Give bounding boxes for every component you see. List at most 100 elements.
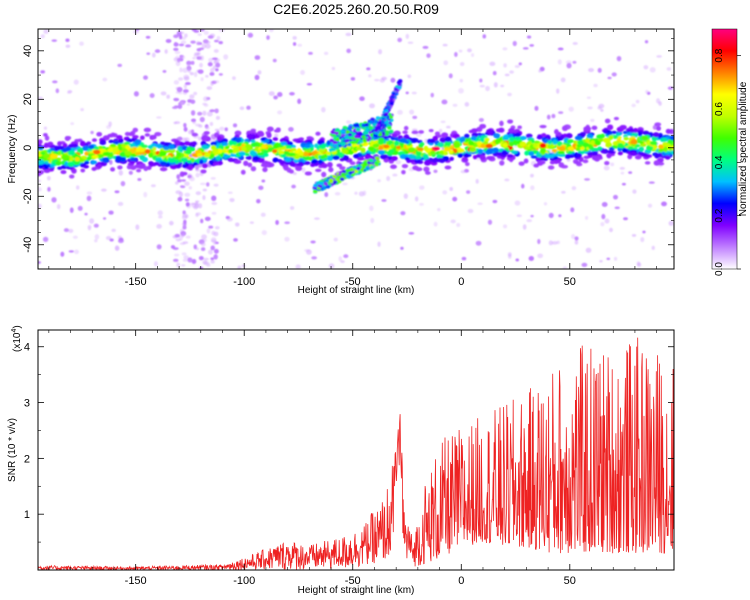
heatmap-cell <box>174 50 181 55</box>
heatmap-cell <box>224 145 230 150</box>
heatmap-cell <box>581 262 588 267</box>
heatmap-cell <box>179 31 185 35</box>
heatmap-cell <box>182 210 186 215</box>
heatmap-cell <box>277 91 283 98</box>
heatmap-cell <box>637 131 643 137</box>
heatmap-cell <box>397 109 403 115</box>
heatmap-cell <box>212 148 219 155</box>
heatmap-x-tick-label: -100 <box>233 276 255 288</box>
heatmap-cell <box>68 143 76 148</box>
heatmap-cell <box>123 136 129 141</box>
heatmap-cell <box>389 101 394 106</box>
heatmap-cell <box>622 130 628 135</box>
heatmap-cell <box>383 113 388 117</box>
heatmap-cell <box>492 70 497 76</box>
heatmap-cell <box>323 182 329 186</box>
heatmap-cell <box>88 144 95 150</box>
heatmap-cell <box>205 43 211 49</box>
heatmap-cell <box>308 51 313 55</box>
heatmap-cell <box>209 33 216 38</box>
heatmap-cell <box>433 221 438 227</box>
heatmap-cell <box>342 125 348 130</box>
heatmap-cell <box>334 131 339 135</box>
heatmap-cell <box>154 161 160 166</box>
heatmap-cell <box>632 189 637 194</box>
heatmap-cell <box>339 166 346 170</box>
heatmap-y-tick-label: 0 <box>22 145 34 151</box>
heatmap-cell <box>284 236 290 242</box>
heatmap-cell <box>321 106 326 113</box>
heatmap-cell <box>388 148 395 154</box>
heatmap-cell <box>364 123 369 127</box>
heatmap-cell <box>224 127 228 132</box>
heatmap-cell <box>262 167 268 173</box>
heatmap-cell <box>210 260 215 264</box>
heatmap-cell <box>214 39 219 43</box>
heatmap-cell <box>154 132 162 137</box>
heatmap-cell <box>124 150 132 156</box>
heatmap-cell <box>489 61 496 67</box>
heatmap-cell <box>44 135 50 141</box>
heatmap-cell <box>195 123 202 127</box>
heatmap-cell <box>117 201 124 206</box>
heatmap-cell <box>201 241 206 247</box>
heatmap-cell <box>458 87 464 94</box>
heatmap-cell <box>262 149 269 154</box>
heatmap-cell <box>591 125 598 130</box>
snr-x-tick-label: -100 <box>233 575 255 587</box>
heatmap-cell <box>414 196 419 202</box>
heatmap-cell <box>602 137 611 143</box>
heatmap-cell <box>466 190 471 194</box>
heatmap-cell <box>439 158 446 163</box>
heatmap-cell <box>223 153 229 159</box>
heatmap-cell <box>295 264 301 269</box>
heatmap-cell <box>232 76 236 81</box>
heatmap-cell <box>603 129 608 134</box>
heatmap-cell <box>101 188 107 192</box>
heatmap-cell <box>503 63 507 68</box>
heatmap-cell <box>610 162 615 167</box>
heatmap-cell <box>587 106 593 110</box>
heatmap-cell <box>545 135 551 140</box>
heatmap-cell <box>654 122 662 127</box>
heatmap-cell <box>191 258 197 264</box>
heatmap-y-ticks: -40 -20 0 20 40 <box>22 38 674 258</box>
heatmap-cell <box>658 101 662 106</box>
heatmap-cell <box>77 148 84 152</box>
heatmap-cell <box>68 228 74 234</box>
heatmap-cell <box>627 145 634 150</box>
heatmap-cell <box>670 145 674 150</box>
heatmap-cell <box>380 154 387 160</box>
heatmap-cell <box>258 185 264 191</box>
heatmap-cell <box>458 49 463 53</box>
colorbar: 0.0 0.2 0.4 0.6 0.8 Normalized spectral ampl… <box>711 28 749 276</box>
heatmap-cell <box>195 164 199 171</box>
heatmap-cell <box>304 161 311 165</box>
heatmap-y-tick-label: 40 <box>22 45 34 57</box>
heatmap-cell <box>540 148 547 153</box>
heatmap-cell <box>668 220 674 226</box>
heatmap-cell <box>197 33 202 36</box>
heatmap-cell <box>86 191 93 195</box>
heatmap-cell <box>599 260 603 263</box>
heatmap-cell <box>241 264 246 268</box>
heatmap-cell <box>561 190 566 194</box>
heatmap-cell <box>416 147 424 151</box>
heatmap-cell <box>332 180 338 184</box>
heatmap-cell <box>169 220 174 226</box>
heatmap-cell <box>523 158 529 164</box>
heatmap-cell <box>47 141 54 146</box>
heatmap-cell <box>140 144 148 149</box>
heatmap-cell <box>411 91 417 95</box>
heatmap-cell <box>558 111 564 115</box>
heatmap-cell <box>537 253 544 259</box>
heatmap-cell <box>507 92 512 97</box>
heatmap-cell <box>69 207 74 213</box>
heatmap-cell <box>631 233 637 237</box>
heatmap-cell <box>507 119 514 124</box>
heatmap-cell <box>370 217 375 224</box>
heatmap-cell <box>205 74 209 78</box>
heatmap-cell <box>311 160 317 165</box>
heatmap-cell <box>209 72 215 76</box>
